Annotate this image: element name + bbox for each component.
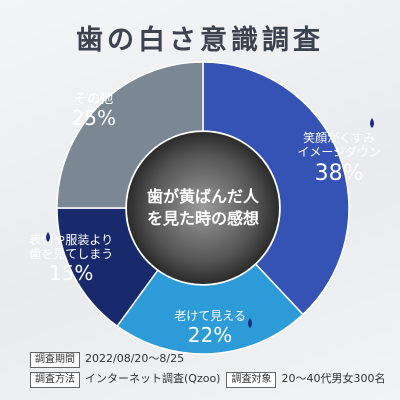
- slice-label-1: 老けて見える: [174, 309, 246, 323]
- survey-method-row: 調査方法 インターネット調査(Qzoo) 調査対象 20〜40代男女300名: [30, 370, 385, 388]
- survey-target-value: 20〜40代男女300名: [281, 372, 386, 385]
- chart-title: 歯の白さ意識調査: [76, 25, 324, 56]
- survey-period-tag: 調査期間: [30, 352, 80, 368]
- center-label-line-0: 歯が黄ばんだ人: [147, 187, 260, 206]
- center-photo-disc: [127, 132, 279, 284]
- slice-percent-0: 38%: [315, 161, 364, 186]
- sweat-drop-icon: [248, 318, 252, 328]
- sweat-drop-icons: [46, 118, 374, 328]
- survey-method-tag: 調査方法: [30, 372, 80, 388]
- survey-period-value: 2022/08/20〜8/25: [85, 352, 185, 365]
- survey-method-value: インターネット調査(Qzoo): [85, 372, 221, 385]
- slice-percent-3: 25%: [72, 106, 116, 130]
- slice-label-3: その他: [74, 92, 113, 107]
- center-label-line-1: を見た時の感想: [147, 209, 259, 228]
- slice-0: [202, 61, 350, 316]
- slice-label-0: 笑顔がくすみイメージダウン: [297, 130, 381, 159]
- slice-3: [56, 61, 204, 209]
- slice-percent-2: 15%: [49, 261, 93, 285]
- slice-label-2: 表情や服装より歯を見てしまう: [29, 233, 113, 261]
- slice-1: [116, 263, 305, 355]
- slice-percent-1: 22%: [188, 323, 232, 347]
- survey-period-row: 調査期間 2022/08/20〜8/25: [30, 350, 184, 368]
- survey-target-tag: 調査対象: [226, 372, 277, 388]
- sweat-drop-icon: [46, 232, 50, 242]
- sweat-drop-icon: [370, 118, 374, 128]
